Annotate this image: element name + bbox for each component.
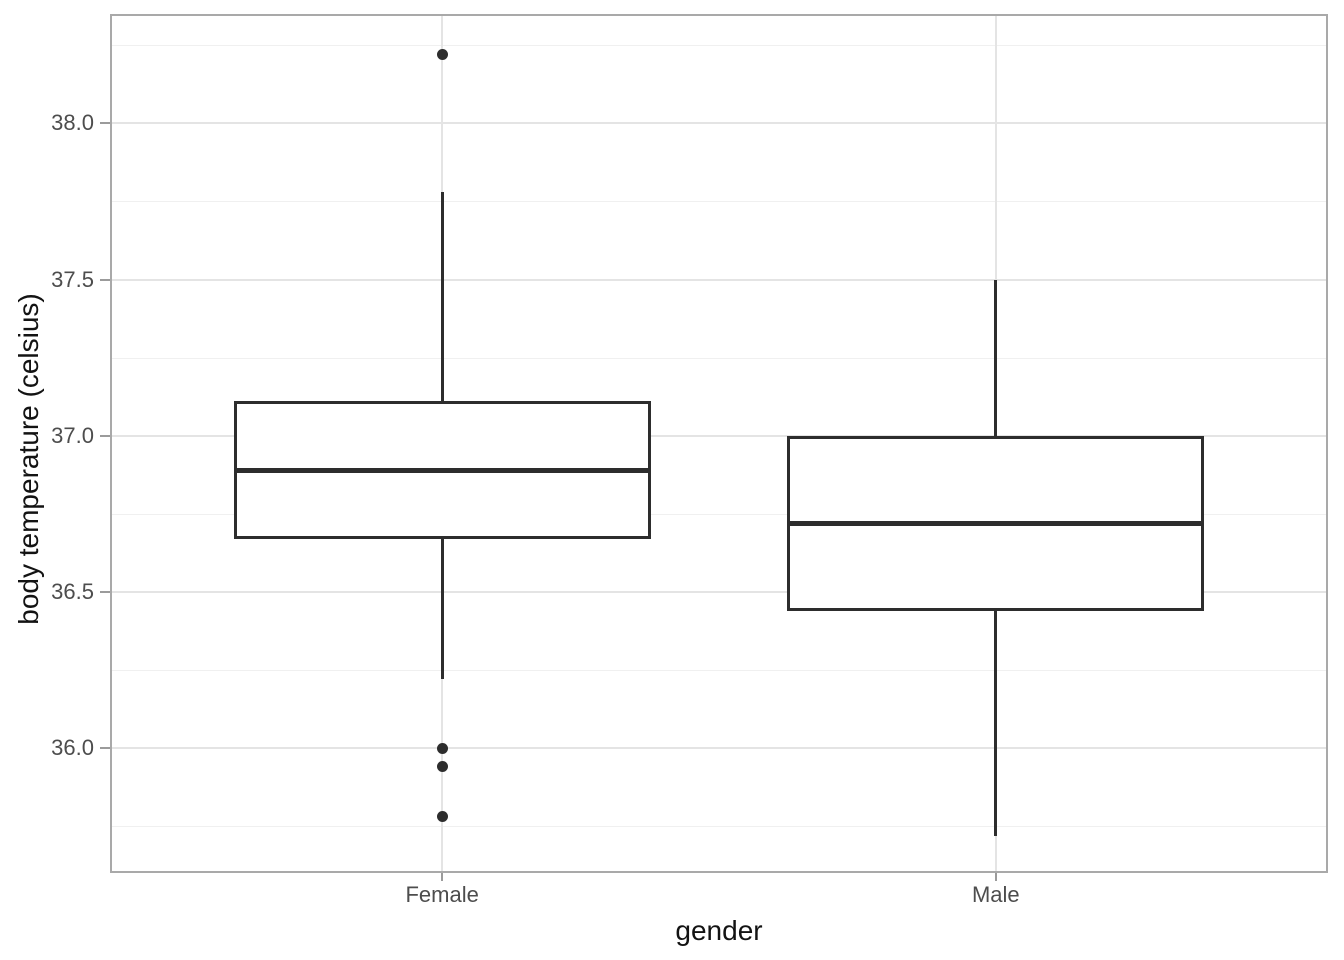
gridline-minor xyxy=(110,357,1328,359)
gridline-minor xyxy=(110,826,1328,828)
gridline-major xyxy=(110,747,1328,750)
lower-whisker-male xyxy=(994,610,998,836)
y-axis-tick xyxy=(100,590,110,593)
median-line-male xyxy=(790,520,1202,526)
upper-whisker-male xyxy=(994,279,998,436)
y-axis-tick-label: 36.0 xyxy=(51,735,94,761)
upper-whisker-female xyxy=(440,192,444,402)
y-axis-tick xyxy=(100,747,110,750)
lower-whisker-female xyxy=(440,538,444,680)
x-axis-tick-label-male: Male xyxy=(971,882,1020,907)
outlier-point-female xyxy=(436,761,448,773)
median-line-female xyxy=(236,467,648,473)
y-axis-tick-label: 37.5 xyxy=(51,266,94,292)
outlier-point-female xyxy=(436,811,448,823)
gridline-minor xyxy=(110,513,1328,515)
y-axis-tick-label: 37.0 xyxy=(51,422,94,448)
gridline-major xyxy=(110,590,1328,593)
y-axis-tick-label: 38.0 xyxy=(51,110,94,136)
x-axis-title: gender xyxy=(675,915,763,946)
outlier-point-female xyxy=(436,49,448,61)
x-axis-tick-label-female: Female xyxy=(405,882,479,907)
y-axis-tick xyxy=(100,122,110,125)
x-axis-tick xyxy=(441,873,444,881)
gridline-major xyxy=(110,434,1328,437)
outlier-point-female xyxy=(436,742,448,754)
gridline-minor xyxy=(110,45,1328,47)
y-axis-title: body temperature (celsius) xyxy=(13,293,44,625)
y-axis-tick xyxy=(100,434,110,437)
y-axis-tick xyxy=(100,278,110,281)
gridline-minor xyxy=(110,669,1328,671)
x-axis-tick xyxy=(994,873,997,881)
gridline-major xyxy=(110,122,1328,125)
gridline-minor xyxy=(110,201,1328,203)
plot-panel xyxy=(110,14,1328,873)
gridline-major xyxy=(110,278,1328,281)
y-axis-tick-label: 36.5 xyxy=(51,578,94,604)
